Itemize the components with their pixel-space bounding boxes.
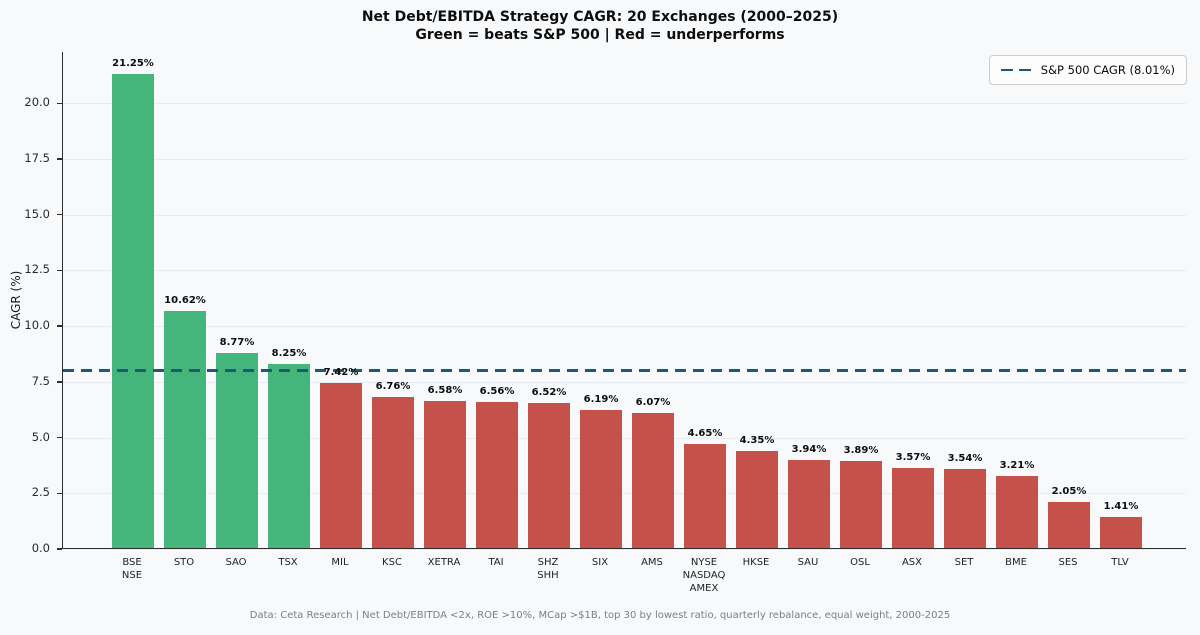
x-tick-label-bse-nse: BSE NSE bbox=[121, 557, 143, 581]
y-tick-mark bbox=[57, 436, 62, 439]
bar-hkse bbox=[736, 451, 778, 548]
x-tick-label-mil: MIL bbox=[331, 557, 349, 568]
y-tick-label: 20.0 bbox=[24, 95, 50, 110]
chart-subtitle: Green = beats S&P 500 | Red = underperfo… bbox=[415, 27, 785, 43]
bar-value-label: 3.94% bbox=[791, 444, 827, 456]
y-tick-label: 12.5 bbox=[24, 262, 50, 277]
x-tick-label-six: SIX bbox=[591, 557, 609, 568]
y-tick-label: 5.0 bbox=[31, 429, 50, 444]
bar-value-label: 3.89% bbox=[843, 445, 879, 457]
bar-value-label: 1.41% bbox=[1103, 500, 1139, 512]
bar-sto bbox=[164, 311, 206, 548]
bar-tai bbox=[476, 401, 518, 548]
y-tick-label: 2.5 bbox=[31, 485, 50, 500]
x-tick-label-shz-shh: SHZ SHH bbox=[537, 557, 559, 581]
bar-value-label: 3.21% bbox=[999, 460, 1035, 472]
bar-value-label: 4.35% bbox=[739, 435, 775, 447]
bar-osl bbox=[840, 461, 882, 548]
bar-six bbox=[580, 410, 622, 548]
x-tick-label-sao: SAO bbox=[225, 557, 247, 568]
bar-value-label: 3.57% bbox=[895, 452, 931, 464]
x-tick-label-osl: OSL bbox=[850, 557, 870, 568]
x-tick-label-xetra: XETRA bbox=[427, 557, 461, 568]
x-tick-label-nyse-nasdaq-amex: NYSE NASDAQ AMEX bbox=[682, 557, 726, 594]
bar-bse-nse bbox=[112, 74, 154, 548]
bar-set bbox=[944, 469, 986, 548]
x-tick-label-tlv: TLV bbox=[1111, 557, 1129, 568]
gridline bbox=[63, 270, 1186, 272]
y-tick-mark bbox=[57, 269, 62, 272]
gridline bbox=[63, 214, 1186, 216]
legend-label: S&P 500 CAGR (8.01%) bbox=[1040, 63, 1175, 77]
bar-value-label: 6.58% bbox=[427, 385, 463, 397]
gridline bbox=[63, 326, 1186, 328]
gridline bbox=[63, 103, 1186, 105]
bar-tsx bbox=[268, 364, 310, 548]
sp500-benchmark-line bbox=[63, 369, 1186, 372]
y-tick-mark bbox=[57, 102, 62, 104]
x-tick-label-ams: AMS bbox=[641, 557, 663, 568]
dashed-line-icon bbox=[1000, 68, 1031, 72]
plot-area: 21.25% 10.62% 8.77% 8.25% 7.42% 6.76% 6.58% 6.5… bbox=[62, 52, 1186, 550]
footer-note: Data: Ceta Research | Net Debt/EBITDA <2… bbox=[249, 610, 951, 621]
bar-asx bbox=[892, 468, 934, 548]
bar-ams bbox=[632, 412, 674, 548]
gridline bbox=[63, 381, 1186, 383]
bar-value-label: 6.76% bbox=[375, 381, 411, 393]
gridline bbox=[63, 437, 1186, 439]
gridline bbox=[63, 158, 1186, 160]
y-tick-mark bbox=[57, 381, 62, 383]
bar-value-label: 8.25% bbox=[271, 348, 307, 360]
y-tick-mark bbox=[57, 213, 62, 216]
y-tick-label: 15.0 bbox=[24, 206, 50, 221]
bar-value-label: 6.52% bbox=[531, 386, 567, 398]
x-tick-label-sau: SAU bbox=[797, 557, 819, 568]
x-tick-label-bme: BME bbox=[1005, 557, 1027, 568]
y-tick-label: 0.0 bbox=[31, 541, 50, 555]
y-tick-mark bbox=[57, 548, 62, 550]
x-tick-label-tsx: TSX bbox=[278, 557, 298, 568]
y-tick-mark bbox=[57, 325, 62, 327]
y-tick-mark bbox=[57, 492, 62, 495]
x-tick-label-asx: ASX bbox=[901, 557, 923, 568]
legend: S&P 500 CAGR (8.01%) bbox=[988, 55, 1187, 85]
gridline bbox=[63, 493, 1186, 495]
y-tick-label: 10.0 bbox=[24, 318, 50, 333]
bar-sao bbox=[216, 352, 258, 548]
bar-value-label: 2.05% bbox=[1051, 486, 1087, 498]
chart-title: Net Debt/EBITDA Strategy CAGR: 20 Exchan… bbox=[361, 9, 839, 25]
bar-xetra bbox=[424, 401, 466, 548]
y-tick-label: 17.5 bbox=[24, 150, 50, 165]
bar-shz-shh bbox=[528, 402, 570, 548]
bar-value-label: 6.56% bbox=[479, 385, 515, 397]
bar-value-label: 4.65% bbox=[687, 428, 723, 440]
y-tick-mark bbox=[57, 158, 62, 160]
bar-value-label: 6.07% bbox=[635, 396, 671, 408]
bar-value-label: 8.77% bbox=[219, 336, 255, 348]
x-tick-label-sto: STO bbox=[173, 557, 195, 568]
x-tick-label-hkse: HKSE bbox=[742, 557, 770, 568]
x-tick-label-ses: SES bbox=[1058, 557, 1078, 568]
bar-value-label: 6.19% bbox=[583, 394, 619, 406]
bar-tlv bbox=[1100, 516, 1142, 548]
gridline bbox=[63, 549, 1186, 550]
y-tick-label: 7.5 bbox=[31, 373, 50, 388]
x-tick-label-ksc: KSC bbox=[382, 557, 402, 568]
bar-nyse-nasdaq-amex bbox=[684, 444, 726, 548]
bar-value-label: 10.62% bbox=[164, 295, 206, 307]
bar-value-label: 7.42% bbox=[323, 366, 359, 378]
x-tick-label-tai: TAI bbox=[488, 557, 504, 568]
x-tick-label-set: SET bbox=[954, 557, 974, 568]
bar-bme bbox=[996, 476, 1038, 548]
bar-mil bbox=[320, 382, 362, 548]
bar-ses bbox=[1048, 502, 1090, 548]
bar-value-label: 3.54% bbox=[947, 453, 983, 465]
bar-sau bbox=[788, 460, 830, 548]
bar-value-label: 21.25% bbox=[112, 58, 154, 70]
bar-ksc bbox=[372, 397, 414, 548]
